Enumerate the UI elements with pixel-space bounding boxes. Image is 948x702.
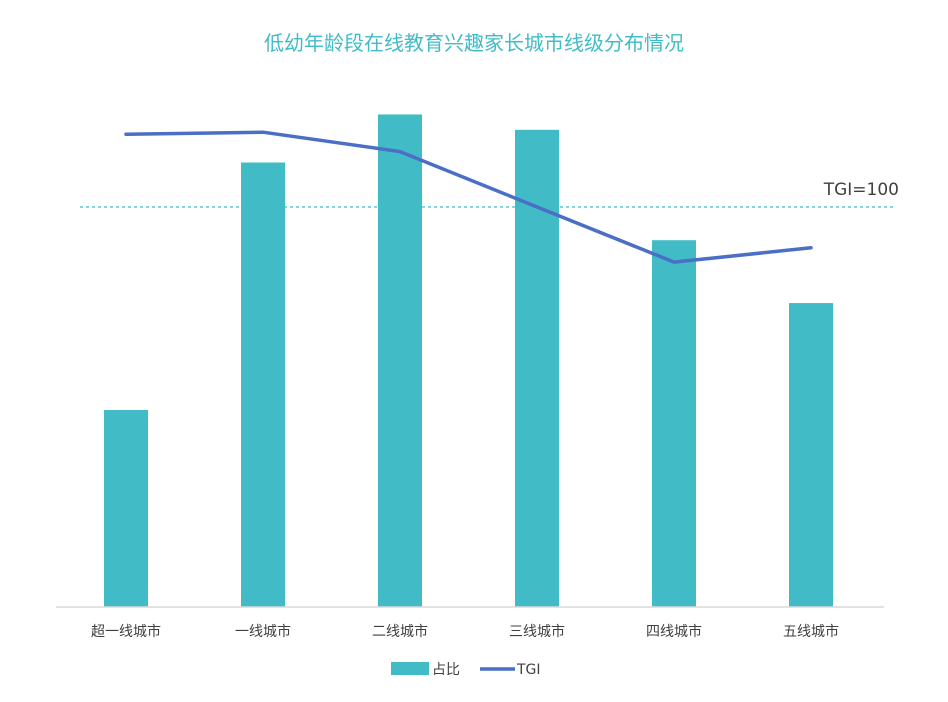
tgi-point-2 <box>261 130 265 134</box>
chart-title: 低幼年龄段在线教育兴趣家长城市线级分布情况 <box>264 31 684 55</box>
x-tick-label-3: 二线城市 <box>372 623 428 640</box>
bar-6 <box>789 303 833 607</box>
tgi-line-layer <box>124 130 813 264</box>
bars-layer <box>104 114 833 608</box>
reference-line-label: TGI=100 <box>823 180 899 200</box>
reference-layer: TGI=100 <box>80 180 899 208</box>
legend-bar-swatch <box>391 662 429 675</box>
tgi-point-3 <box>398 150 402 154</box>
tgi-point-5 <box>672 260 676 264</box>
x-tick-labels: 超一线城市 一线城市 二线城市 三线城市 四线城市 五线城市 <box>91 623 839 640</box>
bar-4 <box>515 129 559 607</box>
legend: 占比 TGI <box>391 662 541 678</box>
bar-5 <box>652 240 696 607</box>
x-tick-label-6: 五线城市 <box>783 623 839 640</box>
x-tick-label-1: 超一线城市 <box>91 623 161 640</box>
x-tick-label-4: 三线城市 <box>509 623 565 640</box>
bar-2 <box>241 162 285 608</box>
x-tick-label-5: 四线城市 <box>646 623 702 640</box>
legend-line-label: TGI <box>516 662 541 678</box>
x-tick-label-2: 一线城市 <box>235 623 291 640</box>
bar-3 <box>378 114 422 607</box>
tgi-line <box>124 130 813 264</box>
tgi-point-1 <box>124 132 128 136</box>
tgi-point-6 <box>809 246 813 250</box>
tgi-point-4 <box>535 205 539 209</box>
bar-1 <box>104 409 148 607</box>
legend-bar-label: 占比 <box>432 662 460 678</box>
